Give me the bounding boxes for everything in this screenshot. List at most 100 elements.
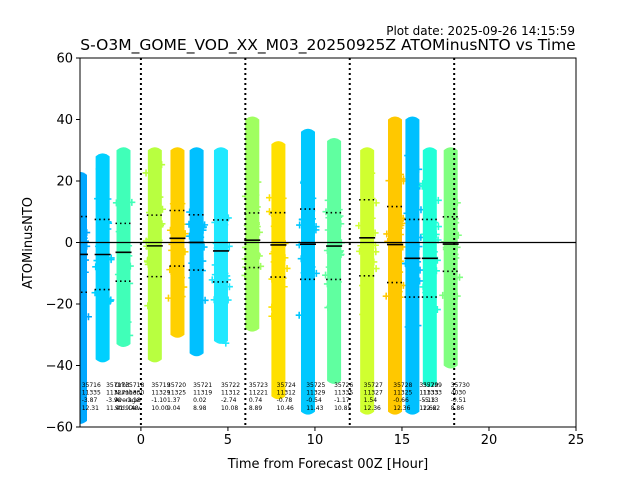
orbit-stat-line: 11325 (393, 390, 412, 397)
orbit-stat-line: 11327 (364, 390, 383, 397)
scatter-point (447, 183, 455, 191)
scatter-point (270, 212, 278, 220)
orbit-stat-line: -5.13 (419, 397, 435, 404)
scatter-point (406, 239, 414, 247)
scatter-point (297, 255, 305, 263)
orbit-stat-line: -3.18 (125, 397, 141, 404)
scatter-point (330, 248, 338, 256)
scatter-point (151, 250, 159, 258)
scatter-point (266, 208, 274, 216)
orbit-series-5 (185, 147, 209, 357)
scatter-point (177, 274, 185, 282)
scatter-point (268, 303, 276, 311)
scatter-point (273, 299, 281, 307)
orbit-stat-label: 35723 11221 0.74 8.89 (249, 382, 268, 412)
orbit-stat-line: 8.98 (193, 405, 207, 412)
scatter-point (247, 247, 255, 255)
scatter-point (442, 245, 450, 253)
orbit-stat-line: 1.37 (167, 397, 181, 404)
scatter-point (219, 232, 227, 240)
orbit-stat-line: Std. Dev. (115, 405, 142, 412)
scatter-point (190, 229, 198, 237)
scatter-point (270, 258, 278, 266)
scatter-point (336, 212, 344, 220)
orbit-series-7 (241, 116, 265, 332)
scatter-point (304, 312, 312, 320)
scatter-point (323, 280, 331, 288)
scatter-point (96, 290, 104, 298)
scatter-point (199, 257, 207, 265)
scatter-point (101, 255, 109, 263)
scatter-point (414, 258, 422, 266)
scatter-point (305, 183, 313, 191)
scatter-point (273, 220, 281, 228)
orbit-series-3 (142, 147, 166, 363)
scatter-point (150, 196, 158, 204)
scatter-point (121, 299, 129, 307)
orbit-stat-line: 35717 (106, 382, 125, 389)
scatter-point (368, 169, 376, 177)
scatter-point (158, 161, 166, 169)
scatter-point (175, 173, 183, 181)
scatter-point (304, 244, 312, 252)
scatter-point (383, 230, 391, 238)
scatter-point (391, 265, 399, 273)
scatter-point (95, 301, 103, 309)
scatter-point (83, 242, 91, 250)
scatter-point (368, 195, 376, 203)
orbit-stat-label: 35726 11335 -1.17 10.85 (334, 382, 353, 412)
scatter-point (396, 257, 404, 265)
scatter-point (308, 263, 316, 271)
scatter-point (169, 200, 177, 208)
scatter-point (191, 217, 199, 225)
orbit-stat-line: 35730 (451, 382, 470, 389)
orbit-stat-line: Average (115, 397, 140, 404)
scatter-point (71, 194, 78, 201)
scatter-point (221, 243, 229, 251)
scatter-point (406, 246, 414, 254)
orbit-series-8 (265, 141, 291, 400)
orbit-stat-line: 12.31 (82, 405, 99, 412)
scatter-point (395, 288, 403, 296)
scatter-point (199, 223, 207, 231)
scatter-point (359, 310, 367, 318)
scatter-point (420, 230, 428, 238)
orbit-stat-line: 35725 (306, 382, 325, 389)
scatter-point (396, 170, 404, 178)
scatter-point (128, 198, 136, 206)
scatter-point (93, 257, 101, 265)
scatter-point (216, 239, 224, 247)
scatter-point (211, 218, 219, 226)
orbit-stat-line: -2.74 (221, 397, 237, 404)
scatter-point (415, 243, 423, 251)
scatter-point (322, 271, 330, 279)
scatter-point (104, 195, 112, 203)
y-tick-label: −40 (46, 359, 73, 374)
orbit-core-band (422, 147, 437, 387)
orbit-stat-label: 35728 11325 -0.66 12.36 (393, 382, 412, 412)
orbit-stat-line: -0.51 (451, 397, 467, 404)
scatter-point (300, 178, 308, 186)
scatter-point (323, 247, 331, 255)
scatter-point (452, 219, 460, 227)
scatter-point (251, 220, 259, 228)
scatter-point (445, 303, 453, 311)
orbit-stat-line: Orbit (115, 382, 131, 389)
orbit-series-12 (382, 116, 408, 415)
scatter-point (156, 193, 164, 201)
orbit-core-band (271, 141, 286, 400)
scatter-point (368, 214, 376, 222)
scatter-point (190, 197, 198, 205)
scatter-point (193, 234, 201, 242)
orbit-stat-line: -3.87 (82, 397, 98, 404)
orbit-stat-line: 1.54 (364, 397, 378, 404)
scatter-point (178, 200, 186, 208)
scatter-point (429, 249, 437, 257)
y-tick-label: −20 (46, 298, 73, 313)
scatter-point (445, 194, 453, 202)
orbit-stat-label: 35727 11327 1.54 12.36 (364, 382, 383, 412)
scatter-point (252, 260, 260, 268)
scatter-point (445, 262, 453, 270)
scatter-point (69, 289, 76, 296)
